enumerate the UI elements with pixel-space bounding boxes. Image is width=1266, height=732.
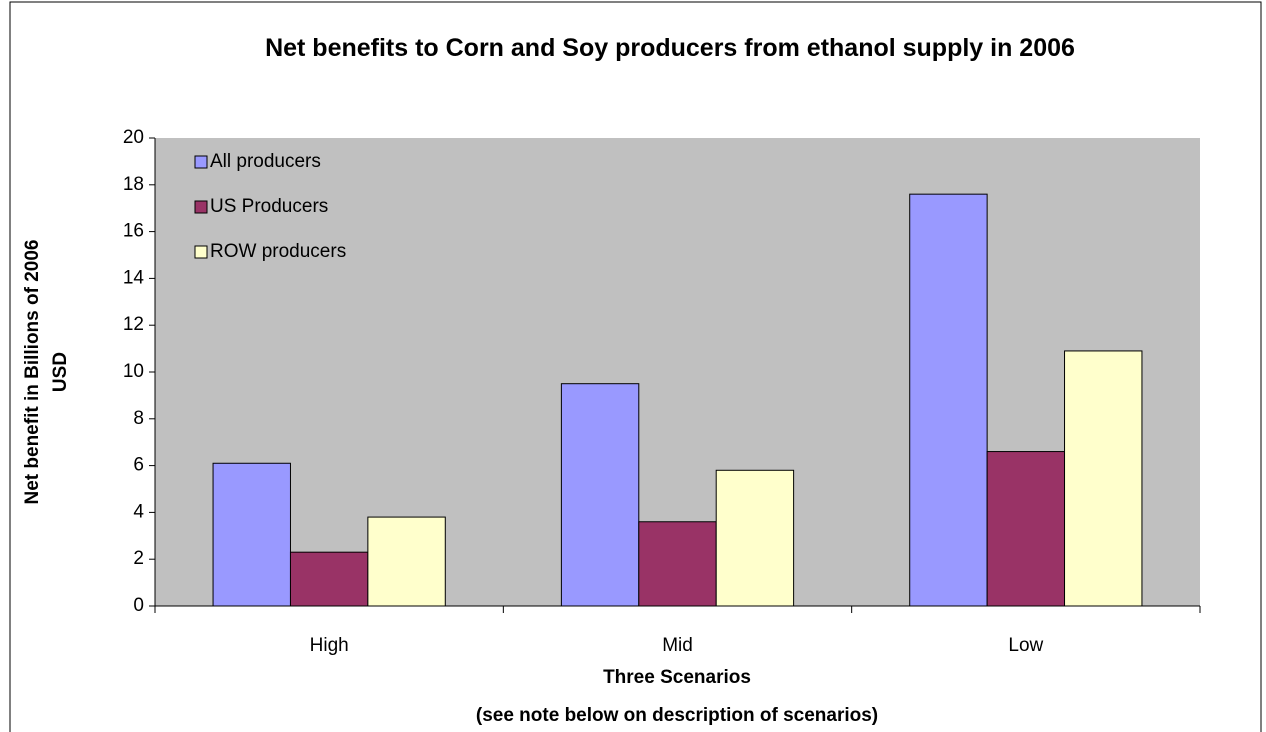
y-tick-label: 10 <box>123 361 144 382</box>
y-tick-label: 18 <box>123 174 144 195</box>
x-tick-label: Low <box>1008 635 1043 656</box>
y-tick-label: 6 <box>133 455 144 476</box>
legend-label: ROW producers <box>210 241 346 262</box>
y-tick-label: 14 <box>123 267 145 288</box>
bar <box>715 469 795 607</box>
x-tick-label: Mid <box>662 635 693 656</box>
bar <box>638 521 717 607</box>
y-tick-label: 16 <box>123 221 144 242</box>
y-tick-label: 4 <box>133 501 144 522</box>
x-tick-label: High <box>310 635 349 656</box>
legend-swatch <box>194 200 208 214</box>
y-tick-label: 0 <box>133 595 144 616</box>
bar <box>560 383 640 607</box>
legend-label: All producers <box>210 151 321 172</box>
legend-label: US Producers <box>210 196 328 217</box>
x-axis-label: Three Scenarios <box>603 667 751 688</box>
bar <box>289 551 369 607</box>
bar <box>1064 350 1143 607</box>
bar <box>986 451 1066 607</box>
bar <box>212 462 291 607</box>
x-axis-note: (see note below on description of scenar… <box>476 705 878 726</box>
y-tick-label: 2 <box>133 548 144 569</box>
bar <box>909 193 988 607</box>
chart-title: Net benefits to Corn and Soy producers f… <box>265 34 1075 62</box>
bar <box>367 516 446 607</box>
y-tick-label: 12 <box>123 314 144 335</box>
y-tick-label: 20 <box>123 127 144 148</box>
y-tick-label: 8 <box>133 408 144 429</box>
y-axis-label: Net benefit in Billions of 2006 USD <box>22 239 71 505</box>
legend-swatch <box>194 155 208 169</box>
legend-swatch <box>194 245 208 259</box>
